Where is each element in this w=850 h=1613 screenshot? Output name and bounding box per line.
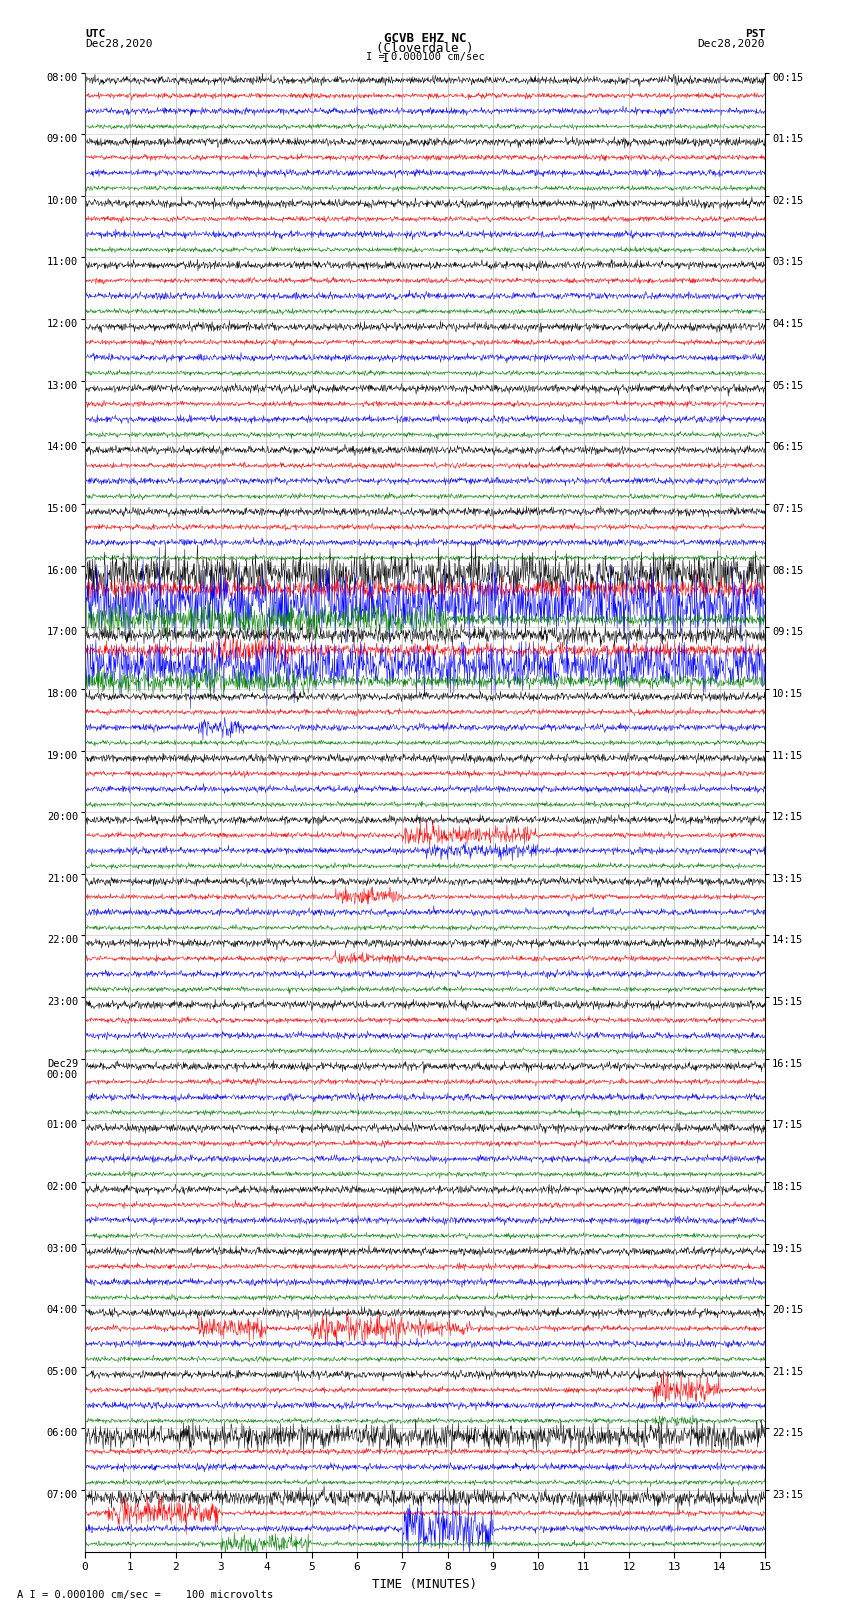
Text: I = 0.000100 cm/sec: I = 0.000100 cm/sec: [366, 52, 484, 61]
Text: Dec28,2020: Dec28,2020: [698, 39, 765, 48]
Text: Dec28,2020: Dec28,2020: [85, 39, 152, 48]
Text: PST: PST: [745, 29, 765, 39]
Text: I: I: [382, 52, 389, 65]
Text: (Cloverdale ): (Cloverdale ): [377, 42, 473, 55]
Text: UTC: UTC: [85, 29, 105, 39]
Text: A I = 0.000100 cm/sec =    100 microvolts: A I = 0.000100 cm/sec = 100 microvolts: [17, 1590, 273, 1600]
Text: GCVB EHZ NC: GCVB EHZ NC: [383, 32, 467, 45]
X-axis label: TIME (MINUTES): TIME (MINUTES): [372, 1578, 478, 1590]
